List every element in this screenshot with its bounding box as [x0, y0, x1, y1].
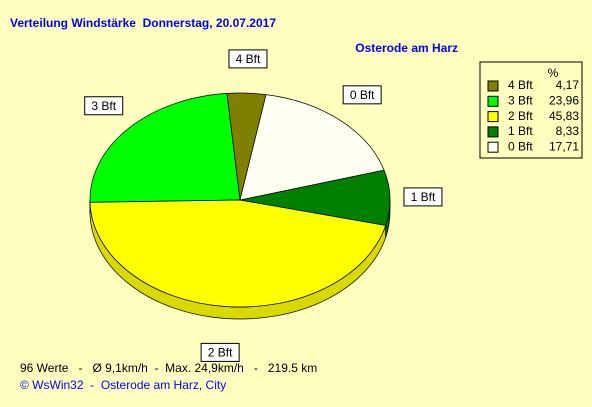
- legend-swatch: [487, 80, 499, 92]
- legend-label: 4 Bft: [508, 78, 533, 92]
- pie-slice: [89, 93, 241, 203]
- slice-label-box: [200, 342, 240, 362]
- legend-header: %: [548, 66, 559, 80]
- legend-swatch: [487, 126, 499, 138]
- legend-value: 8,33: [556, 124, 580, 138]
- chart-title: Verteilung Windstärke Donnerstag, 20.07.…: [10, 16, 276, 30]
- slice-label-box: [228, 49, 268, 69]
- legend-swatch: [487, 111, 499, 123]
- slice-label-box: [84, 96, 124, 116]
- legend-swatch: [487, 95, 499, 107]
- legend-label: 3 Bft: [508, 93, 533, 107]
- footer: 96 Werte - Ø 9,1km/h - Max. 24,9km/h - 2…: [20, 361, 317, 375]
- slice-label: 4 Bft: [236, 52, 261, 66]
- pie-slice: [239, 94, 385, 201]
- legend-label: 2 Bft: [508, 109, 533, 123]
- legend-swatch: [487, 141, 499, 153]
- slice-label-box: [342, 85, 382, 105]
- legend-value: 4,17: [556, 78, 580, 92]
- pie-slice: [89, 199, 387, 308]
- slice-label: 0 Bft: [350, 88, 375, 102]
- legend-value: 23,96: [549, 93, 579, 107]
- slice-label-box: [403, 187, 443, 207]
- credit: © WsWin32 - Osterode am Harz, City: [20, 378, 226, 392]
- legend-label: 1 Bft: [508, 124, 533, 138]
- slice-label: 1 Bft: [411, 190, 436, 204]
- slice-label: 2 Bft: [208, 346, 233, 360]
- legend-value: 45,83: [549, 109, 579, 123]
- chart-subtitle: Osterode am Harz: [355, 41, 458, 55]
- slice-label: 3 Bft: [91, 99, 116, 113]
- legend-label: 0 Bft: [508, 139, 533, 153]
- legend-value: 17,71: [549, 139, 579, 153]
